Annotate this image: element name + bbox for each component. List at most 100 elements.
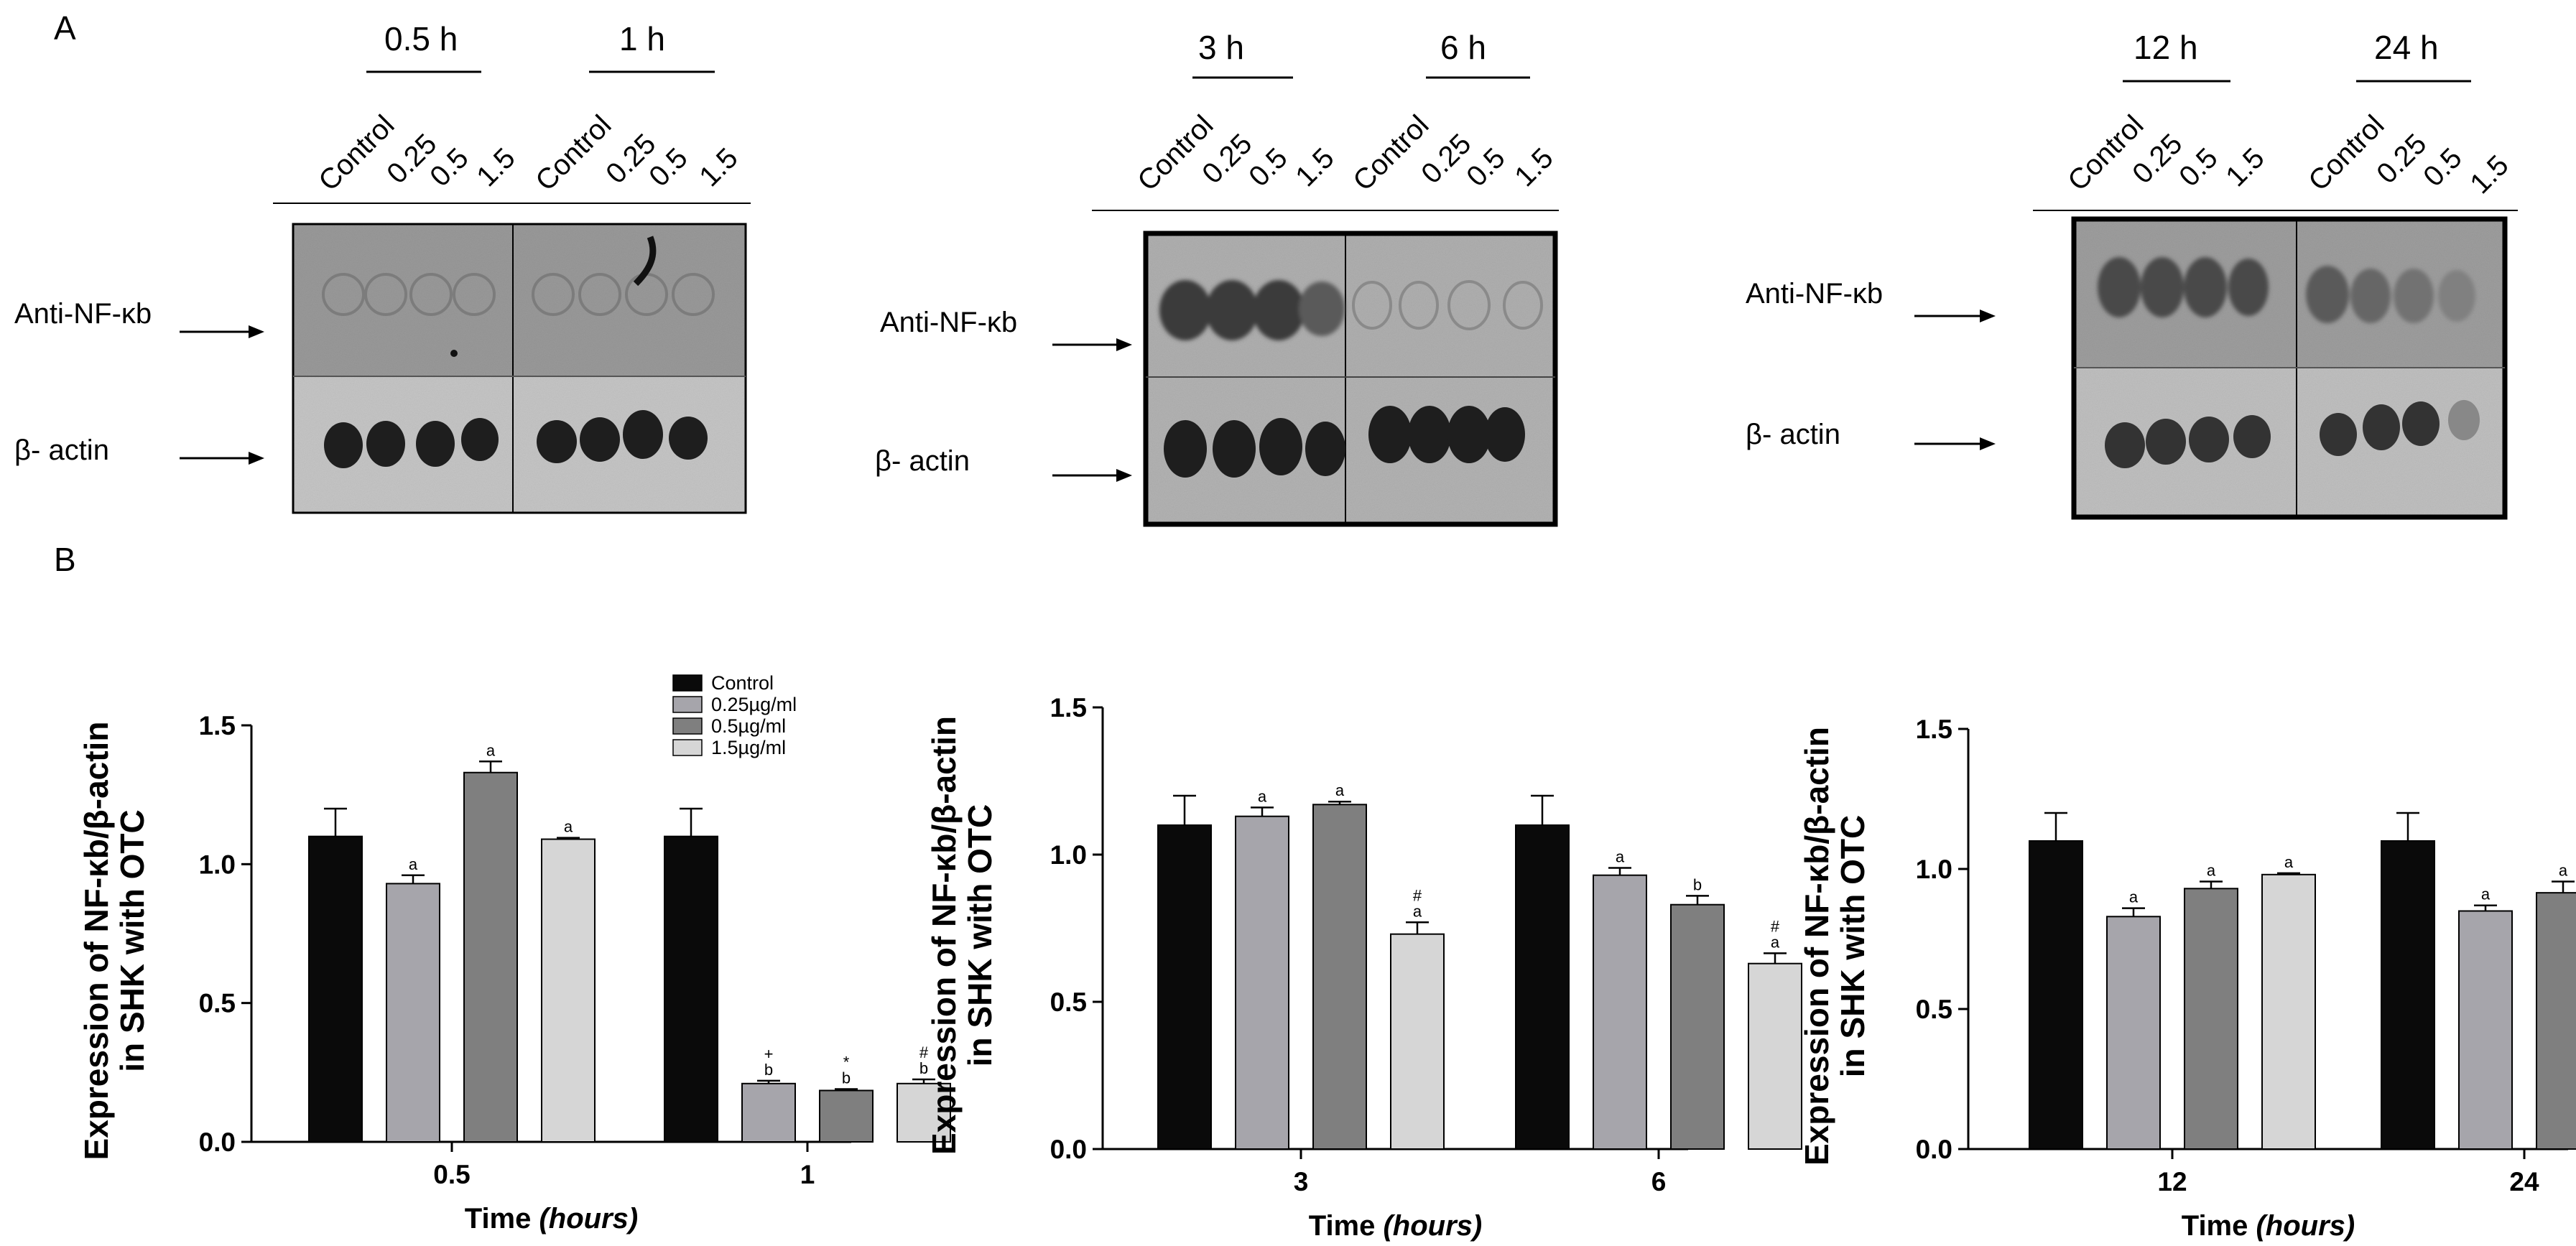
bar bbox=[2106, 916, 2161, 1150]
arrowhead bbox=[1116, 338, 1132, 351]
significance-label: a bbox=[2284, 853, 2294, 871]
bar bbox=[2458, 910, 2513, 1150]
row-label: Anti-NF-κb bbox=[14, 298, 152, 330]
blot-bands-actin bbox=[2105, 400, 2480, 468]
blot-bands-actin bbox=[324, 410, 708, 468]
x-axis-label: Time (hours) bbox=[465, 1203, 639, 1235]
time-label: 24 h bbox=[2374, 29, 2439, 66]
bar bbox=[1515, 824, 1570, 1150]
lane-label: Control bbox=[1347, 109, 1435, 197]
y-axis-label-line2: in SHK with OTC bbox=[1834, 815, 1871, 1077]
y-axis-label-line2: in SHK with OTC bbox=[113, 809, 151, 1071]
blot-artifact bbox=[633, 236, 657, 287]
legend-entry: 1.5µg/ml bbox=[711, 737, 786, 758]
significance-label: # bbox=[919, 1043, 929, 1061]
time-label: 3 h bbox=[1198, 29, 1244, 66]
x-axis-label-unit: (hours) bbox=[1383, 1210, 1482, 1242]
significance-label: a bbox=[1616, 847, 1625, 865]
y-tick-label: 0.5 bbox=[1050, 987, 1087, 1017]
blot-membrane-nfkb bbox=[293, 224, 746, 376]
blot-frame bbox=[292, 223, 747, 514]
blot-bands-actin bbox=[1164, 406, 1525, 478]
y-tick-label: 0.0 bbox=[199, 1128, 236, 1157]
x-tick-label: 1 bbox=[800, 1160, 815, 1189]
significance-label: a bbox=[2129, 888, 2139, 906]
panel-label-a: A bbox=[54, 9, 76, 47]
y-axis-label-line1: Expression of NF-κb/β-actin bbox=[78, 722, 115, 1161]
blot-bands-nfkb bbox=[1352, 280, 1543, 330]
y-tick-label: 0.5 bbox=[1916, 995, 1952, 1024]
bar bbox=[1312, 804, 1367, 1150]
blot-bands-nfkb bbox=[2098, 257, 2475, 323]
row-label: Anti-NF-κb bbox=[1746, 278, 1883, 310]
time-label: 0.5 h bbox=[384, 20, 458, 57]
y-tick-label: 0.0 bbox=[1916, 1135, 1952, 1164]
bar bbox=[1748, 962, 1802, 1150]
blot-membrane-actin bbox=[2074, 368, 2505, 517]
significance-label: * bbox=[843, 1054, 850, 1071]
western-blot-3: 12 h 24 h Control 0.25 0.5 1.5 Control 0… bbox=[1746, 29, 2518, 520]
lane-label: Control bbox=[529, 109, 617, 197]
legend-entry: 0.25µg/ml bbox=[711, 694, 797, 715]
bar bbox=[463, 771, 518, 1143]
arrowhead bbox=[249, 452, 264, 465]
x-axis-label-main: Time bbox=[1309, 1210, 1384, 1242]
significance-label: a bbox=[2207, 862, 2216, 880]
significance-label: a bbox=[1413, 902, 1422, 920]
y-axis-label-line2: in SHK with OTC bbox=[961, 804, 999, 1066]
x-axis-label: Time (hours) bbox=[1309, 1210, 1483, 1242]
x-axis-label-unit: (hours) bbox=[539, 1203, 638, 1235]
blot-bands-nfkb bbox=[1159, 280, 1345, 340]
bar bbox=[1593, 874, 1647, 1150]
arrowhead bbox=[1116, 469, 1132, 482]
lane-label: Control bbox=[2302, 109, 2390, 197]
significance-label: b bbox=[842, 1069, 851, 1087]
x-tick-label: 12 bbox=[2157, 1167, 2187, 1196]
significance-label: b bbox=[1693, 875, 1702, 893]
bar bbox=[1235, 815, 1289, 1150]
bar bbox=[819, 1089, 874, 1143]
legend-swatch bbox=[672, 674, 703, 692]
lane-label: 1.5 bbox=[1509, 142, 1559, 192]
x-axis-label-unit: (hours) bbox=[2256, 1210, 2355, 1242]
row-label: β- actin bbox=[875, 445, 970, 477]
arrowhead bbox=[1980, 310, 1996, 322]
x-axis-label-main: Time bbox=[465, 1203, 539, 1235]
y-axis-label-line1: Expression of NF-κb/β-actin bbox=[925, 716, 963, 1155]
significance-label: a bbox=[486, 741, 496, 759]
significance-label: # bbox=[1771, 917, 1780, 935]
bar bbox=[741, 1082, 796, 1143]
x-tick-label: 3 bbox=[1294, 1167, 1309, 1196]
bar bbox=[2029, 840, 2083, 1150]
time-label: 6 h bbox=[1440, 29, 1486, 66]
lane-label: 1.5 bbox=[2464, 149, 2514, 200]
bar bbox=[541, 838, 596, 1143]
lane-label: Control bbox=[312, 109, 400, 197]
arrowhead bbox=[1980, 437, 1996, 450]
significance-label: a bbox=[1258, 787, 1267, 805]
bar bbox=[2536, 892, 2576, 1150]
row-label: β- actin bbox=[14, 434, 109, 466]
significance-label: b bbox=[919, 1059, 928, 1077]
y-axis-label-line1: Expression of NF-κb/β-actin bbox=[1798, 727, 1835, 1166]
significance-label: + bbox=[764, 1045, 774, 1063]
x-tick-label: 6 bbox=[1651, 1167, 1667, 1196]
x-tick-label: 24 bbox=[2509, 1167, 2539, 1196]
lane-label: Control bbox=[1131, 109, 1219, 197]
y-tick-label: 1.5 bbox=[199, 711, 236, 740]
bar bbox=[1157, 824, 1212, 1150]
lane-label: Control bbox=[2062, 109, 2149, 197]
bar bbox=[2381, 840, 2435, 1150]
bar bbox=[386, 883, 440, 1143]
panel-label-b: B bbox=[54, 541, 76, 578]
significance-label: a bbox=[1771, 933, 1780, 951]
x-axis-label: Time (hours) bbox=[2182, 1210, 2355, 1242]
significance-label: a bbox=[564, 818, 573, 836]
arrowhead bbox=[249, 325, 264, 338]
legend-swatch bbox=[672, 739, 703, 756]
y-tick-label: 0.5 bbox=[199, 989, 236, 1018]
significance-label: a bbox=[409, 855, 418, 873]
